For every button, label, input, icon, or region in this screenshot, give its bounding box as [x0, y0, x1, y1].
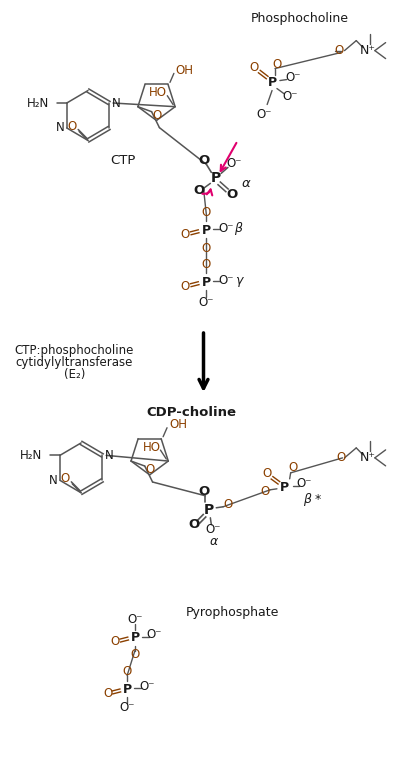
- Text: O⁻: O⁻: [139, 680, 154, 693]
- Text: N⁺: N⁺: [360, 44, 376, 57]
- Text: cytidylyltransferase: cytidylyltransferase: [16, 356, 133, 369]
- Text: OH: OH: [169, 418, 187, 431]
- Text: O⁻: O⁻: [286, 71, 301, 84]
- Text: O: O: [111, 635, 120, 648]
- Text: O: O: [336, 451, 345, 464]
- Text: O: O: [263, 467, 272, 480]
- Text: P: P: [123, 683, 132, 696]
- Text: P: P: [202, 224, 211, 237]
- Text: CDP-choline: CDP-choline: [147, 406, 237, 419]
- Text: O⁻: O⁻: [127, 613, 143, 626]
- Text: O: O: [145, 463, 154, 477]
- Text: N: N: [49, 474, 57, 487]
- Text: N: N: [111, 97, 120, 109]
- Text: γ: γ: [235, 274, 243, 287]
- Text: O⁻: O⁻: [147, 628, 162, 641]
- Text: O⁻: O⁻: [226, 157, 242, 170]
- Text: O: O: [334, 44, 343, 57]
- Text: O: O: [180, 228, 190, 241]
- Text: O: O: [288, 461, 297, 474]
- Text: O: O: [193, 184, 204, 197]
- Text: O: O: [68, 120, 77, 133]
- Text: O: O: [123, 665, 132, 678]
- Text: O: O: [202, 258, 211, 270]
- Text: (E₂): (E₂): [64, 367, 85, 381]
- Text: O⁻: O⁻: [218, 274, 234, 287]
- Text: HO: HO: [142, 440, 160, 453]
- Text: HO: HO: [149, 86, 167, 99]
- Text: O: O: [272, 58, 282, 71]
- Text: O: O: [223, 498, 233, 512]
- Text: O: O: [152, 109, 161, 122]
- Text: P: P: [130, 631, 140, 644]
- Text: O: O: [202, 242, 211, 255]
- Text: O: O: [250, 61, 259, 74]
- Text: Pyrophosphate: Pyrophosphate: [186, 606, 279, 619]
- Text: P: P: [211, 171, 221, 185]
- Text: OH: OH: [176, 64, 194, 77]
- Text: O: O: [103, 687, 112, 700]
- Text: O: O: [199, 154, 210, 167]
- Text: O⁻: O⁻: [119, 701, 135, 714]
- Text: H₂N: H₂N: [27, 97, 49, 109]
- Text: O⁻: O⁻: [218, 222, 234, 235]
- Text: O: O: [202, 206, 211, 219]
- Text: O: O: [188, 518, 199, 531]
- Text: CTP: CTP: [111, 154, 136, 167]
- Text: O: O: [261, 485, 270, 498]
- Text: O⁻: O⁻: [257, 108, 272, 121]
- Text: O: O: [198, 485, 209, 498]
- Text: O: O: [61, 472, 70, 485]
- Text: P: P: [267, 76, 277, 89]
- Text: CTP:phosphocholine: CTP:phosphocholine: [14, 343, 134, 356]
- Text: O⁻: O⁻: [206, 523, 221, 536]
- Text: N: N: [56, 122, 64, 135]
- Text: O⁻: O⁻: [297, 477, 312, 491]
- Text: P: P: [203, 503, 213, 517]
- Text: H₂N: H₂N: [20, 449, 42, 462]
- Text: α: α: [241, 177, 250, 190]
- Text: P: P: [202, 276, 211, 289]
- Text: O: O: [180, 280, 190, 293]
- Text: O: O: [130, 648, 140, 661]
- Text: β *: β *: [303, 494, 321, 506]
- Text: O⁻: O⁻: [282, 90, 298, 103]
- Text: N⁺: N⁺: [360, 451, 376, 464]
- Text: α: α: [209, 536, 217, 548]
- Text: O⁻: O⁻: [198, 295, 214, 308]
- Text: P: P: [280, 481, 290, 494]
- Text: N: N: [105, 449, 113, 462]
- Text: Phosphocholine: Phosphocholine: [251, 12, 348, 25]
- Text: β: β: [234, 222, 242, 235]
- Text: O: O: [226, 188, 237, 201]
